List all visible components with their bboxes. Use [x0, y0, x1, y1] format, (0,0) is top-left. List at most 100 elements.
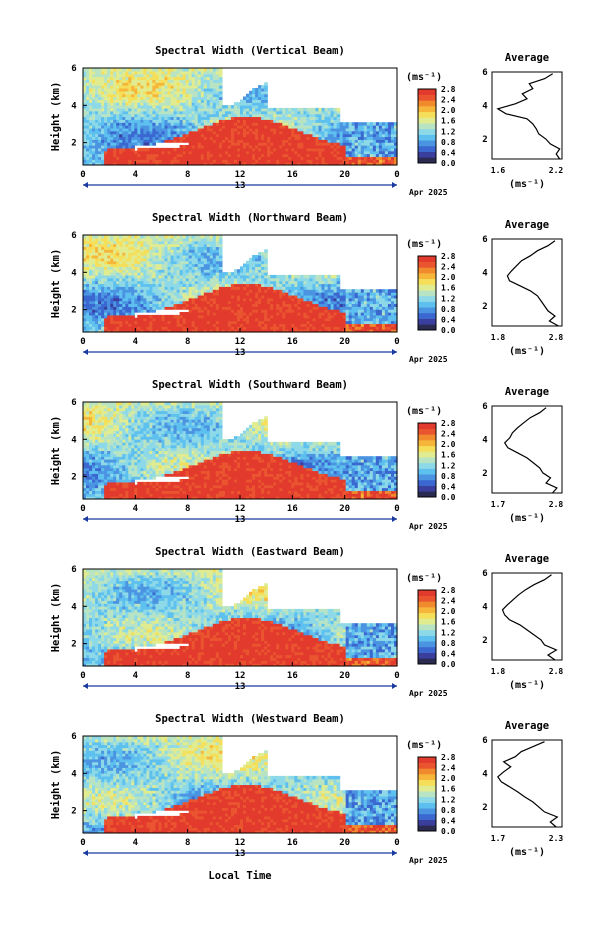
heatmap-cell — [170, 272, 175, 276]
heatmap-cell — [197, 255, 202, 259]
heatmap-cell — [206, 88, 211, 92]
heatmap-cell — [188, 289, 193, 293]
heatmap-cell — [255, 156, 259, 160]
heatmap-cell — [113, 286, 117, 290]
heatmap-cell — [155, 127, 160, 132]
heatmap-cell — [191, 102, 196, 106]
heatmap-cell — [237, 329, 241, 333]
heatmap-cell — [89, 110, 93, 115]
heatmap-cell — [140, 85, 145, 89]
heatmap-cell — [158, 102, 163, 106]
heatmap-cell — [206, 130, 211, 135]
heatmap-cell — [327, 136, 332, 140]
heatmap-cell — [221, 323, 226, 327]
heatmap-cell — [243, 122, 247, 126]
heatmap-cell — [98, 88, 102, 92]
heatmap-cell — [246, 147, 250, 152]
heatmap-cell — [128, 292, 132, 296]
heatmap-cell — [221, 272, 226, 276]
heatmap-cell — [246, 266, 250, 270]
heatmap-cell — [116, 329, 120, 333]
heatmap-cell — [140, 252, 145, 256]
heatmap-cell — [131, 156, 135, 160]
heatmap-cell — [315, 274, 320, 279]
heatmap-cell — [83, 260, 87, 265]
heatmap-cell — [203, 300, 208, 305]
heatmap-cell — [164, 130, 169, 135]
heatmap-cell — [83, 116, 87, 120]
heatmap-cell — [276, 312, 280, 316]
heatmap-cell — [203, 116, 208, 120]
heatmap-cell — [104, 147, 108, 152]
heatmap-cell — [125, 139, 129, 143]
heatmap-cell — [209, 159, 214, 163]
heatmap-cell — [191, 139, 196, 143]
heatmap-cell — [194, 119, 199, 123]
heatmap-cell — [194, 249, 199, 253]
heatmap-cell — [86, 235, 90, 239]
heatmap-cell — [300, 274, 305, 279]
heatmap-cell — [255, 93, 259, 98]
heatmap-cell — [218, 125, 223, 129]
heatmap-cell — [110, 300, 114, 305]
heatmap-cell — [155, 93, 160, 98]
heatmap-cell — [203, 76, 208, 81]
heatmap-cell — [212, 246, 217, 250]
heatmap-cell — [179, 269, 184, 273]
heatmap-cell — [128, 162, 132, 166]
heatmap-cell — [119, 73, 123, 78]
heatmap-cell — [200, 249, 205, 253]
heatmap-cell — [101, 292, 105, 296]
heatmap-cell — [291, 286, 295, 290]
heatmap-cell — [191, 303, 196, 307]
heatmap-cell — [140, 235, 145, 239]
heatmap-cell — [113, 105, 117, 109]
heatmap-cell — [89, 266, 93, 270]
heatmap-cell — [152, 96, 157, 100]
heatmap-cell — [243, 314, 247, 319]
heatmap-cell — [306, 286, 311, 290]
heatmap-cell — [230, 294, 235, 299]
heatmap-cell — [237, 107, 241, 112]
heatmap-cell — [312, 274, 317, 279]
colorbar-swatch — [418, 94, 436, 101]
heatmap-cell — [197, 243, 202, 248]
heatmap-cell — [243, 107, 247, 112]
heatmap-cell — [176, 122, 181, 126]
heatmap-cell — [173, 292, 178, 296]
heatmap-cell — [158, 125, 163, 129]
heatmap-cell — [252, 90, 256, 95]
heatmap-cell — [194, 96, 199, 100]
heatmap-cell — [161, 300, 166, 305]
heatmap-cell — [252, 147, 256, 152]
heatmap-cell — [203, 133, 208, 138]
heatmap-cell — [167, 90, 172, 95]
heatmap-cell — [318, 130, 323, 135]
heatmap-cell — [279, 306, 283, 310]
heatmap-cell — [110, 235, 114, 239]
heatmap-cell — [128, 156, 132, 160]
heatmap-cell — [125, 323, 129, 327]
heatmap-cell — [137, 162, 141, 166]
heatmap-cell — [252, 257, 256, 262]
heatmap-cell — [230, 303, 235, 307]
heatmap-cell — [116, 147, 120, 152]
heatmap-cell — [110, 73, 114, 78]
heatmap-cell — [179, 130, 184, 135]
heatmap-cell — [312, 107, 317, 112]
heatmap-cell — [125, 326, 129, 330]
heatmap-cell — [218, 292, 223, 296]
heatmap-cell — [116, 249, 120, 253]
heatmap-cell — [243, 309, 247, 313]
heatmap-cell — [122, 314, 126, 319]
heatmap-cell — [95, 156, 99, 160]
heatmap-cell — [95, 105, 99, 109]
heatmap-cell — [209, 309, 214, 313]
heatmap-cell — [206, 329, 211, 333]
heatmap-cell — [122, 70, 126, 75]
heatmap-cell — [339, 150, 344, 155]
heatmap-cell — [185, 266, 190, 270]
heatmap-cell — [258, 122, 262, 126]
heatmap-cell — [89, 136, 93, 140]
heatmap-cell — [384, 145, 389, 149]
